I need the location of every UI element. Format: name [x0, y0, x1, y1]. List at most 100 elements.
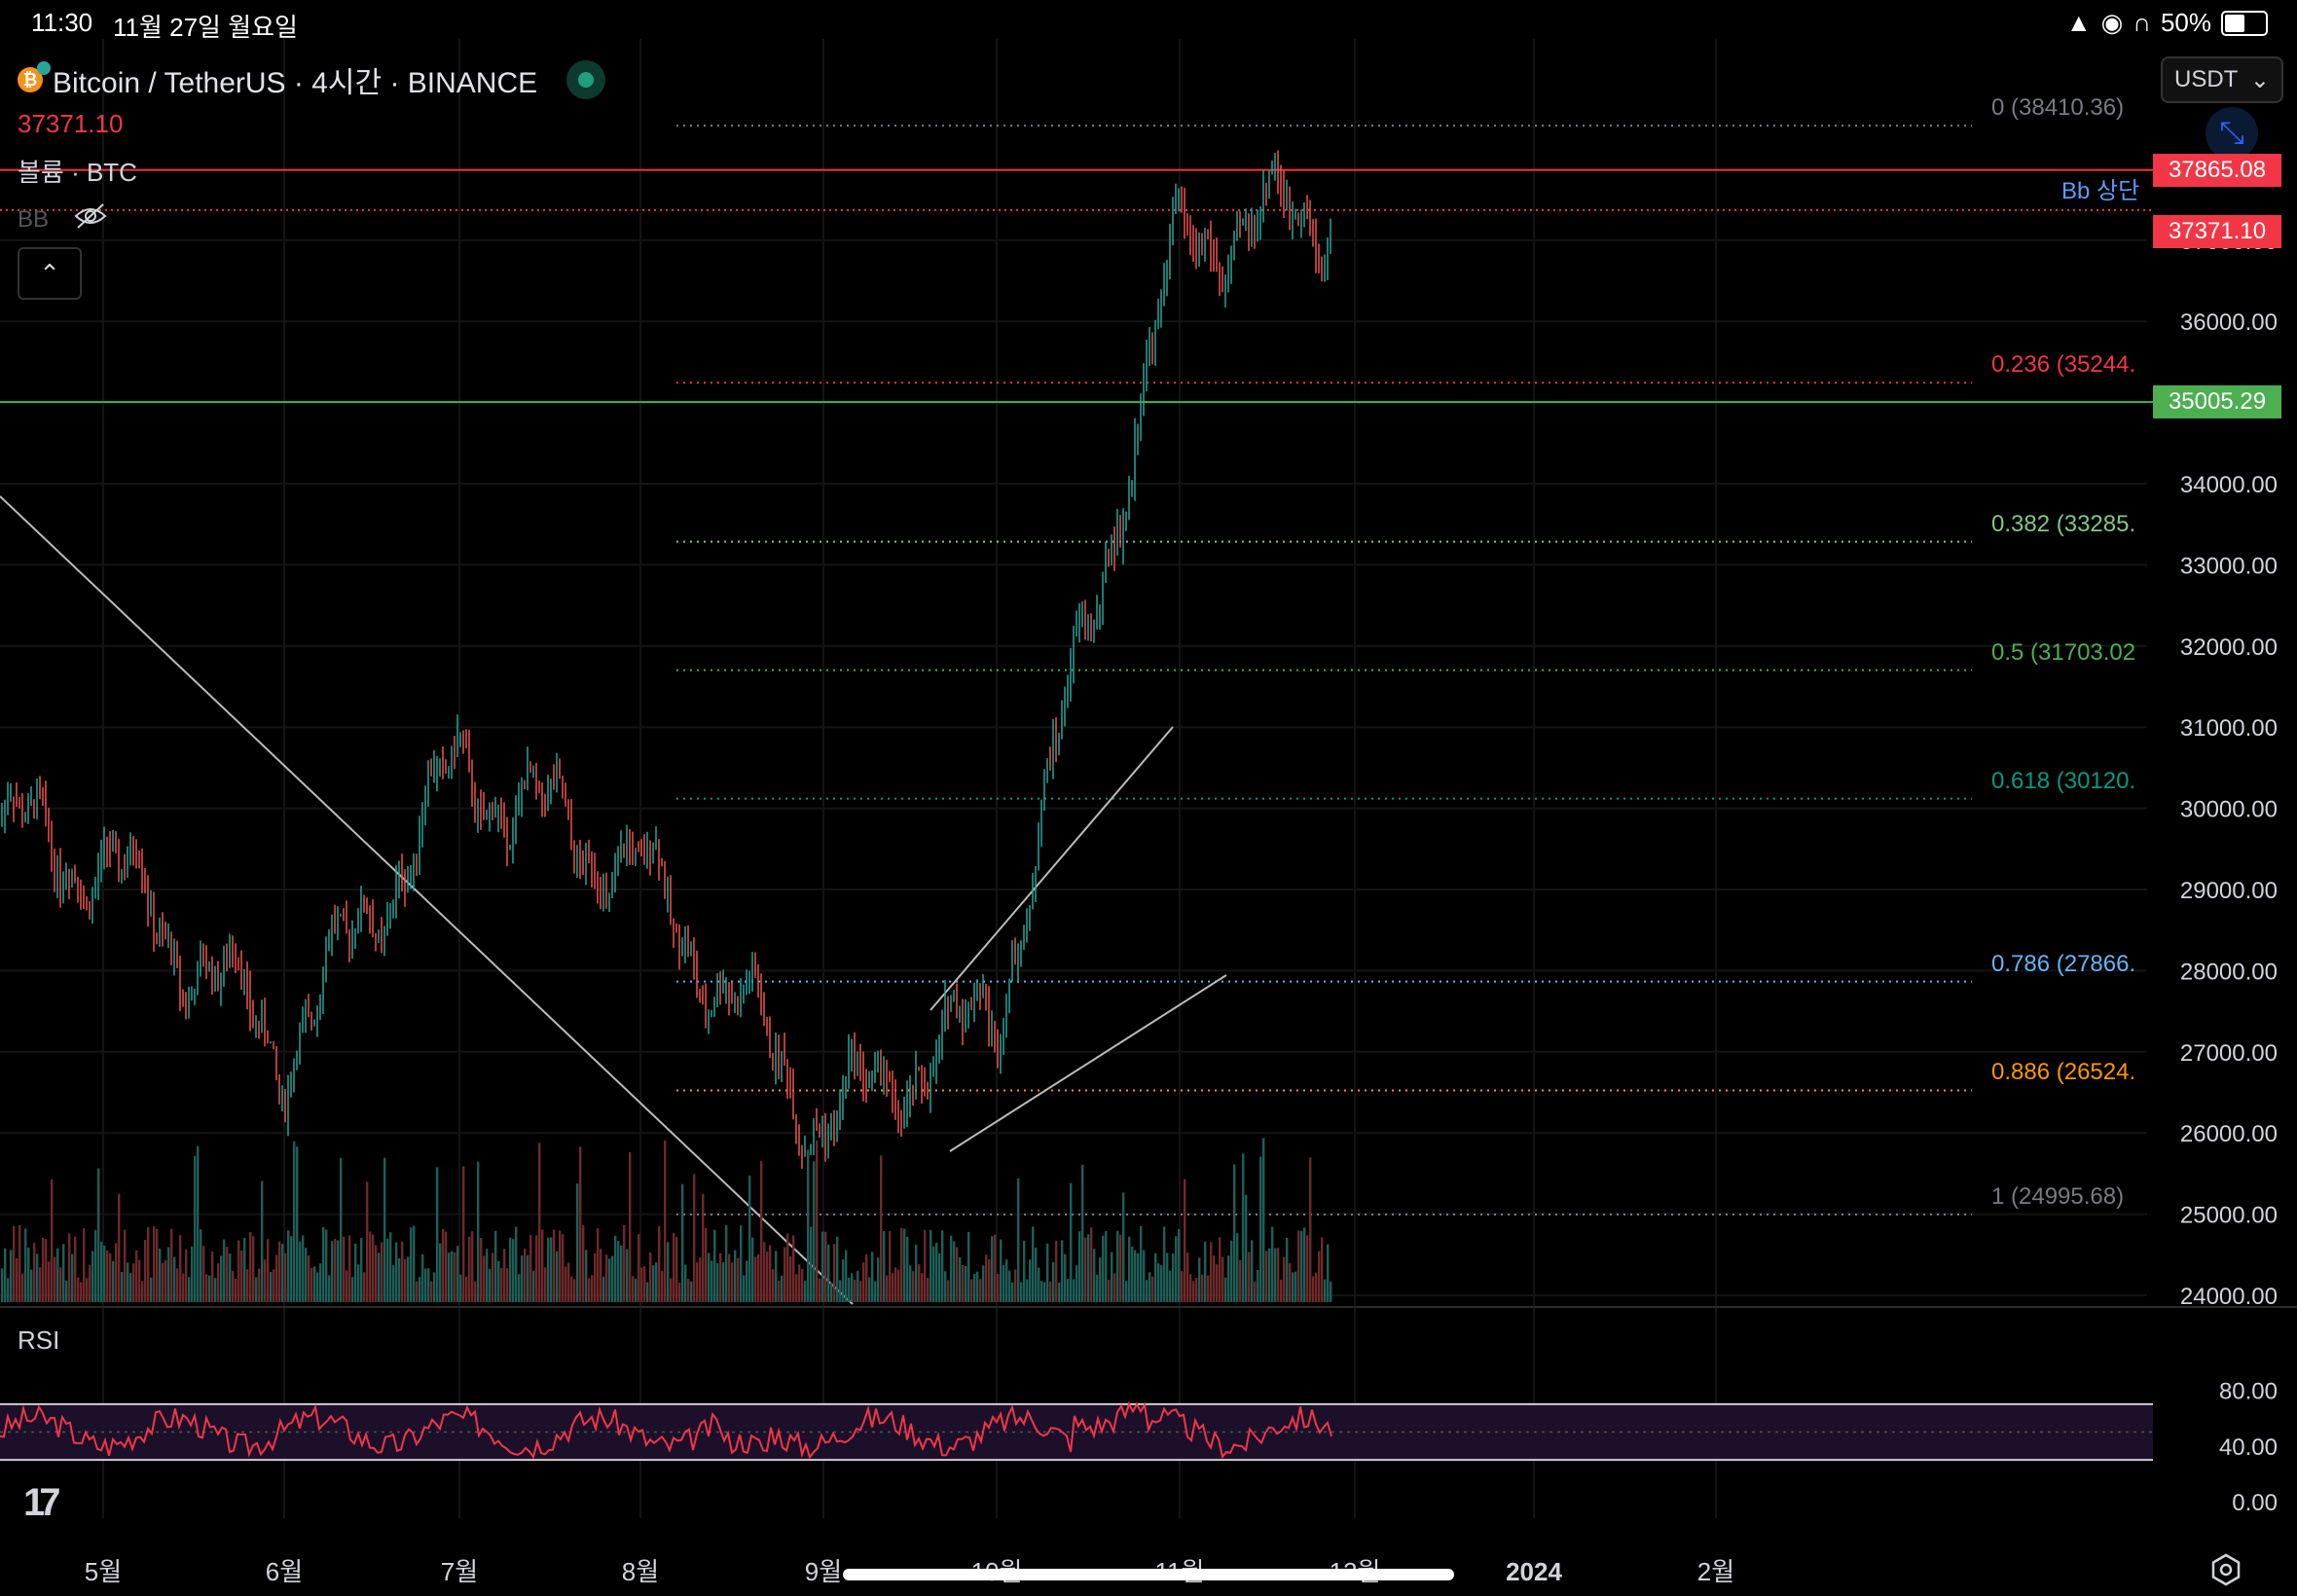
time-axis-tick: 6월 — [266, 1557, 303, 1586]
volume-bar — [1175, 1236, 1178, 1302]
volume-bar — [299, 1241, 302, 1302]
collapse-legend-button[interactable]: ⌃ — [18, 247, 82, 300]
chevron-up-icon: ⌃ — [39, 258, 60, 288]
last-price-legend: 37371.10 — [18, 109, 124, 138]
symbol-legend[interactable]: ₿ Bitcoin / TetherUS · 4시간 · BINANCE — [18, 58, 606, 101]
volume-bar — [156, 1228, 159, 1302]
exit-fullscreen-icon[interactable]: ⤡ — [2206, 107, 2258, 160]
volume-bar — [477, 1161, 480, 1302]
volume-bar — [1286, 1237, 1289, 1302]
volume-bar — [121, 1271, 124, 1302]
volume-bar — [985, 1254, 988, 1302]
home-indicator[interactable] — [843, 1569, 1454, 1580]
status-bar: 11:30 11월 27일 월요일 ▲ ◉ ∩ 50% — [0, 0, 2297, 45]
volume-bar — [1058, 1282, 1061, 1302]
volume-bar — [638, 1234, 640, 1302]
volume-bar — [1254, 1281, 1257, 1302]
volume-bar — [118, 1193, 121, 1302]
currency-select[interactable]: USDT ⌄ — [2161, 56, 2283, 103]
volume-bar — [772, 1269, 775, 1302]
time-axis-tick: 9월 — [805, 1557, 842, 1586]
volume-bar — [439, 1243, 442, 1302]
volume-bar — [159, 1248, 162, 1302]
volume-bar — [30, 1269, 33, 1302]
volume-bar — [1040, 1281, 1043, 1302]
volume-bar — [7, 1278, 10, 1302]
volume-bar — [518, 1274, 521, 1302]
volume-bar — [857, 1270, 859, 1302]
volume-bar — [144, 1240, 147, 1302]
volume-bar — [1061, 1240, 1064, 1302]
volume-bar — [135, 1250, 138, 1302]
volume-bar — [769, 1245, 772, 1302]
volume-bar — [112, 1260, 115, 1302]
volume-bar — [927, 1278, 930, 1302]
volume-bar — [550, 1237, 553, 1302]
volume-bar — [1224, 1277, 1227, 1302]
volume-bar — [1330, 1281, 1332, 1302]
volume-bar — [392, 1265, 395, 1302]
volume-bar — [886, 1275, 889, 1302]
headphones-icon: ∩ — [2133, 8, 2151, 37]
volume-bar — [924, 1230, 927, 1302]
bb-legend[interactable]: BB — [18, 202, 107, 236]
volume-bar — [988, 1259, 991, 1302]
volume-bar — [711, 1260, 713, 1302]
volume-bar — [547, 1237, 550, 1302]
volume-bar — [1148, 1272, 1151, 1302]
volume-bar — [944, 1271, 947, 1302]
volume-bar — [97, 1168, 100, 1302]
volume-bar — [766, 1251, 769, 1302]
volume-bar — [935, 1243, 938, 1302]
rsi-legend[interactable]: RSI — [18, 1325, 60, 1355]
volume-bar — [991, 1236, 994, 1302]
volume-bar — [626, 1249, 629, 1302]
volume-bar — [845, 1250, 848, 1302]
fib-level-label: 0.5 (31703.02 — [1991, 638, 2136, 666]
volume-bar — [24, 1228, 27, 1302]
volume-bar — [468, 1236, 471, 1302]
volume-bar — [1067, 1279, 1070, 1302]
trend-line-down — [0, 495, 854, 1305]
volume-bar — [229, 1253, 232, 1302]
price-axis-tick: 31000.00 — [2180, 715, 2278, 742]
currency-value: USDT — [2174, 66, 2239, 92]
volume-bar — [1189, 1274, 1192, 1302]
fib-level-label: 0.618 (30120. — [1991, 767, 2136, 794]
volume-legend[interactable]: 볼륨 · BTC — [18, 158, 137, 187]
volume-bar — [538, 1143, 541, 1302]
volume-bar — [932, 1246, 935, 1302]
volume-bar — [378, 1252, 381, 1302]
volume-bar — [202, 1246, 205, 1302]
volume-bar — [708, 1252, 711, 1302]
volume-bar — [883, 1230, 886, 1302]
volume-bar — [1032, 1226, 1035, 1302]
volume-bar — [141, 1281, 144, 1302]
volume-bar — [608, 1258, 611, 1302]
settings-icon[interactable] — [2209, 1553, 2242, 1586]
volume-bar — [632, 1276, 635, 1302]
rsi-axis-tick: 0.00 — [2232, 1490, 2278, 1516]
volume-bar — [699, 1257, 702, 1302]
volume-bar — [506, 1268, 509, 1302]
market-status-icon[interactable] — [566, 60, 606, 99]
volume-bar — [524, 1249, 527, 1302]
volume-bar — [661, 1270, 664, 1302]
volume-bar — [667, 1242, 670, 1302]
volume-bar — [375, 1245, 378, 1302]
volume-bar — [480, 1237, 483, 1302]
price-axis-tick: 25000.00 — [2180, 1203, 2278, 1229]
volume-bar — [900, 1227, 903, 1302]
volume-bar — [973, 1273, 976, 1302]
volume-bar — [713, 1229, 716, 1302]
volume-bar — [544, 1267, 547, 1302]
volume-bar — [223, 1239, 226, 1302]
volume-bar — [1186, 1252, 1189, 1302]
volume-bar — [410, 1227, 413, 1302]
volume-bar — [848, 1278, 851, 1302]
volume-bar — [226, 1247, 229, 1302]
eye-hidden-icon[interactable] — [74, 202, 107, 236]
volume-bar — [918, 1264, 921, 1302]
price-axis-tick: 29000.00 — [2180, 878, 2278, 904]
